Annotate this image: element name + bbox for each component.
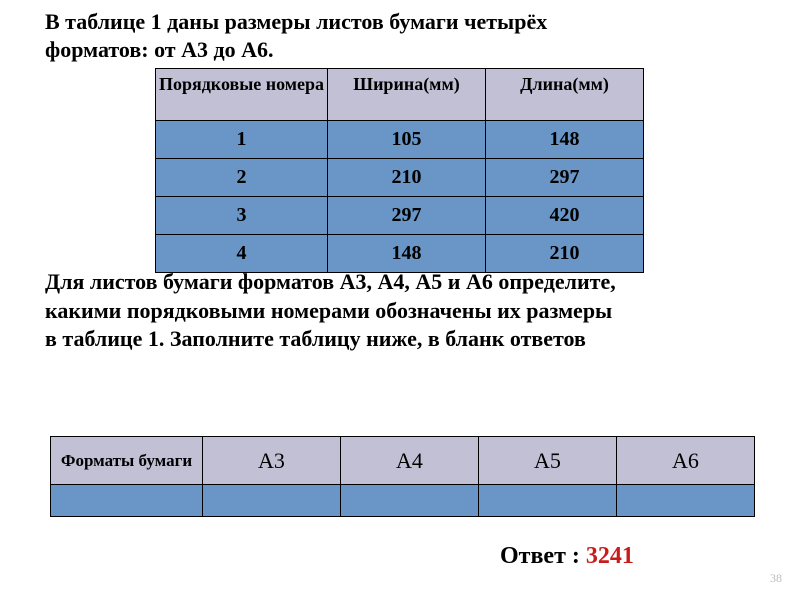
table2-cell: [341, 485, 479, 517]
table1-header-row: Порядковые номера Ширина(мм) Длина(мм): [156, 69, 644, 121]
table1-header-1: Ширина(мм): [328, 69, 486, 121]
title-line1: В таблице 1 даны размеры листов бумаги ч…: [45, 9, 547, 34]
table1-cell: 148: [328, 235, 486, 273]
table1-header-0: Порядковые номера: [156, 69, 328, 121]
table1-row: 1 105 148: [156, 121, 644, 159]
table2-cell: [479, 485, 617, 517]
table1-cell: 1: [156, 121, 328, 159]
table2-label-2: А4: [341, 437, 479, 485]
table1-cell: 210: [328, 159, 486, 197]
answer-label: Ответ :: [500, 543, 586, 569]
table2-label-3: А5: [479, 437, 617, 485]
para-line: в таблице 1. Заполните таблицу ниже, в б…: [45, 326, 586, 351]
title-line2: форматов: от А3 до А6.: [45, 37, 274, 62]
instruction-text: Для листов бумаги форматов А3, А4, А5 и …: [45, 268, 715, 354]
table2-answer-row: [51, 485, 755, 517]
table1-cell: 4: [156, 235, 328, 273]
table1-cell: 420: [486, 197, 644, 235]
table1-cell: 148: [486, 121, 644, 159]
table1: Порядковые номера Ширина(мм) Длина(мм) 1…: [155, 68, 644, 273]
table1-cell: 3: [156, 197, 328, 235]
table2-header-row: Форматы бумаги А3 А4 А5 А6: [51, 437, 755, 485]
table1-row: 2 210 297: [156, 159, 644, 197]
table1-row: 3 297 420: [156, 197, 644, 235]
table1-cell: 105: [328, 121, 486, 159]
table1-row: 4 148 210: [156, 235, 644, 273]
table2-cell: [51, 485, 203, 517]
table2-label-1: А3: [203, 437, 341, 485]
para-line: какими порядковыми номерами обозначены и…: [45, 298, 612, 323]
para-line: Для листов бумаги форматов А3, А4, А5 и …: [45, 269, 616, 294]
page-number: 38: [770, 571, 782, 586]
answer-value: 3241: [586, 543, 634, 569]
table2-label-4: А6: [617, 437, 755, 485]
answer-line: Ответ : 3241: [500, 543, 634, 570]
table2-label-0: Форматы бумаги: [51, 437, 203, 485]
table2: Форматы бумаги А3 А4 А5 А6: [50, 436, 755, 517]
title-text: В таблице 1 даны размеры листов бумаги ч…: [45, 8, 605, 63]
table2-cell: [617, 485, 755, 517]
table2-cell: [203, 485, 341, 517]
table1-cell: 2: [156, 159, 328, 197]
table1-header-2: Длина(мм): [486, 69, 644, 121]
table1-cell: 297: [486, 159, 644, 197]
table1-cell: 210: [486, 235, 644, 273]
table1-cell: 297: [328, 197, 486, 235]
